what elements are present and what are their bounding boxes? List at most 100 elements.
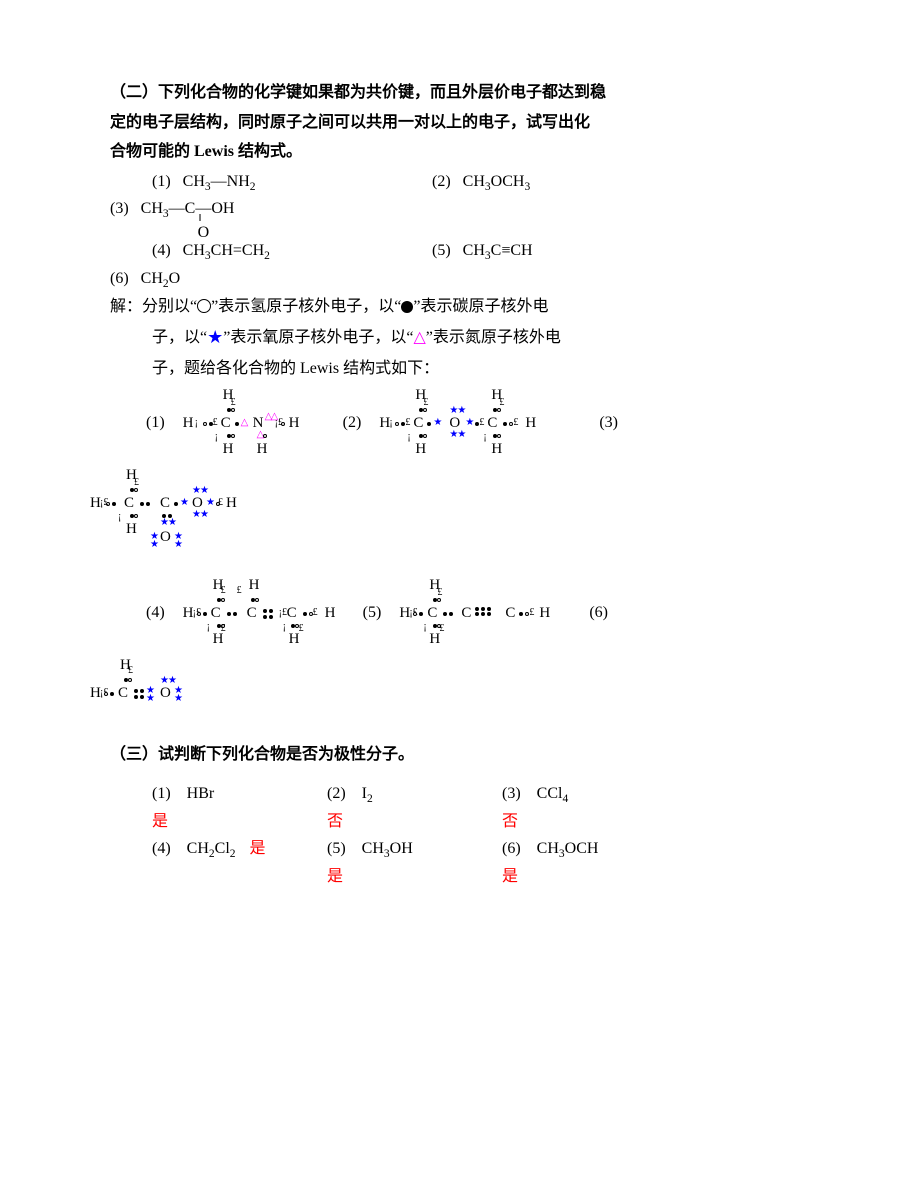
lewis-row-1: (1) H H C N H H £ ¡ £ △△△ ¡£ ¡ △ H (2) H…: [110, 388, 820, 458]
q1: (1) CH3—NH2: [152, 169, 432, 195]
l4-C2: C: [247, 606, 257, 621]
section3-heading: （三）试判断下列化合物是否为极性分子。: [110, 742, 820, 768]
q5-num: (5): [432, 238, 451, 264]
lewis-5: H H C C C H H £ ¡£ £ ¡£: [399, 578, 559, 648]
carbon-symbol-icon: [401, 301, 413, 313]
p2-f: I2: [362, 781, 373, 807]
p5-ans: 是: [327, 864, 343, 890]
q4: (4) CH3CH=CH2: [152, 238, 432, 264]
lewis-row-4-5: (4) H H H C C C H H H ££ ¡£ £ ¡£ ¡¡ ££ (…: [110, 578, 820, 648]
l5-C3: C: [505, 606, 515, 621]
l4-Hr: H: [325, 606, 336, 621]
q3-formula: CH3—C—OH ‖ O: [141, 196, 261, 236]
sol-l2a: 子，以“: [152, 329, 207, 346]
p1: (1) HBr: [152, 781, 327, 807]
l5-Hb: H: [429, 632, 440, 647]
solution-label: 解：: [110, 298, 142, 315]
hydrogen-symbol-icon: [197, 299, 211, 313]
l3-C1: C: [124, 496, 134, 511]
section2-heading-line3: 合物可能的 Lewis 结构式。: [110, 139, 820, 165]
l1-H-left: H: [183, 416, 194, 431]
p4-f: CH2Cl2: [187, 836, 236, 862]
q6-formula: CH2O: [141, 266, 181, 292]
p3-f: CCl4: [537, 781, 569, 807]
lewis-3: H H C C O H H O £ ¡£ ★ ★★ ★ £ ★★ ¡ ★★ ★★…: [90, 468, 250, 568]
lewis-4: H H H C C C H H H ££ ¡£ £ ¡£ ¡¡ ££: [183, 578, 353, 648]
l4-H2: H: [249, 578, 260, 593]
sol-l2c: ”表示氮原子核外电: [426, 329, 561, 346]
q3-num: (3): [110, 196, 129, 222]
q-row-4-5: (4) CH3CH=CH2 (5) CH3C≡CH: [110, 238, 820, 264]
lewis-n5: (5): [363, 600, 382, 626]
l5-C1: C: [427, 606, 437, 621]
l4-Hb1: H: [213, 632, 224, 647]
q-row-3: (3) CH3—C—OH ‖ O: [110, 196, 820, 236]
lewis-1: H H C N H H £ ¡ £ △△△ ¡£ ¡ △ H: [183, 388, 313, 458]
q5: (5) CH3C≡CH: [432, 238, 712, 264]
l2-H-b1: H: [415, 442, 426, 457]
l4-C1: C: [211, 606, 221, 621]
q-row-6: (6) CH2O: [110, 266, 820, 292]
lewis-2: H H H C O C H H H ££ ¡£ ★ ★★ ★★ ★ £ £ ¡¡: [379, 388, 539, 458]
q5-formula: CH3C≡CH: [463, 238, 533, 264]
l1-H-nbot: H: [257, 442, 268, 457]
q6-num: (6): [110, 266, 129, 292]
l2-C2: C: [487, 416, 497, 431]
p5-f: CH3OH: [362, 836, 413, 862]
solution-text: 解：分别以“ ”表示氢原子核外电子，以“ ”表示碳原子核外电 子，以“★”表示氧原子…: [110, 294, 820, 382]
lewis-row-3only: H H C C O H H O £ ¡£ ★ ★★ ★ £ ★★ ¡ ★★ ★★…: [90, 468, 820, 568]
p6-f: CH3OCH: [537, 836, 599, 862]
polar-ans-row-1: 是 否 否: [152, 809, 820, 835]
lewis-n6: (6): [589, 600, 608, 626]
p2-num: (2): [327, 781, 346, 807]
l1-C: C: [221, 416, 231, 431]
p3-ans: 否: [502, 809, 518, 835]
l3-C2: C: [160, 496, 170, 511]
p6-num: (6): [502, 836, 521, 862]
q1-num: (1): [152, 169, 171, 195]
l6-C: C: [118, 686, 128, 701]
p5: (5) CH3OH: [327, 836, 502, 862]
lewis-n3: (3): [599, 410, 618, 436]
l4-C3: C: [287, 606, 297, 621]
oxygen-symbol-icon: ★: [207, 327, 223, 347]
p4-ans: 是: [250, 836, 266, 862]
polar-ans-row-2: 是 是: [152, 864, 820, 890]
lewis-6: H H C O £ ¡£ ★★ ★★ ★★: [90, 658, 210, 718]
p2-ans: 否: [327, 809, 343, 835]
q2-formula: CH3OCH3: [463, 169, 531, 195]
q2-num: (2): [432, 169, 451, 195]
l2-C1: C: [413, 416, 423, 431]
section2-heading-line2: 定的电子层结构，同时原子之间可以共用一对以上的电子，试写出化: [110, 110, 820, 136]
q4-num: (4): [152, 238, 171, 264]
p6-ans: 是: [502, 864, 518, 890]
l3-H-r: H: [226, 496, 237, 511]
p1-ans: 是: [152, 809, 168, 835]
p2: (2) I2: [327, 781, 502, 807]
polar-row-1: (1) HBr (2) I2 (3) CCl4: [152, 781, 820, 807]
l5-Hr: H: [539, 606, 550, 621]
p4-num: (4): [152, 836, 171, 862]
l2-H-r: H: [525, 416, 536, 431]
sol-l3: 子，题给各化合物的 Lewis 结构式如下：: [110, 356, 820, 382]
sol-l2b: ”表示氧原子核外电子，以“: [223, 329, 413, 346]
p1-f: HBr: [187, 781, 215, 807]
q2: (2) CH3OCH3: [432, 169, 712, 195]
l4-Hb2: H: [289, 632, 300, 647]
l1-H-right: H: [289, 416, 300, 431]
section2-heading-line1: （二）下列化合物的化学键如果都为共价键，而且外层价电子都达到稳: [110, 80, 820, 106]
l3-O2: O: [160, 530, 171, 545]
l1-H-bot: H: [223, 442, 234, 457]
l5-C2: C: [461, 606, 471, 621]
lewis-n2: (2): [343, 410, 362, 436]
sol-l1c: ”表示碳原子核外电: [413, 298, 548, 315]
q-row-1-2: (1) CH3—NH2 (2) CH3OCH3: [110, 169, 820, 195]
p5-num: (5): [327, 836, 346, 862]
polar-grid: (1) HBr (2) I2 (3) CCl4 是 否 否 (4) CH2Cl2…: [152, 781, 820, 889]
p3-num: (3): [502, 781, 521, 807]
sol-l1b: ”表示氢原子核外电子，以“: [211, 298, 401, 315]
polar-row-2: (4) CH2Cl2 是 (5) CH3OH (6) CH3OCH: [152, 836, 820, 862]
lewis-row-6only: H H C O £ ¡£ ★★ ★★ ★★: [90, 658, 820, 718]
sol-l1a: 分别以“: [142, 298, 197, 315]
lewis-n4: (4): [146, 600, 165, 626]
